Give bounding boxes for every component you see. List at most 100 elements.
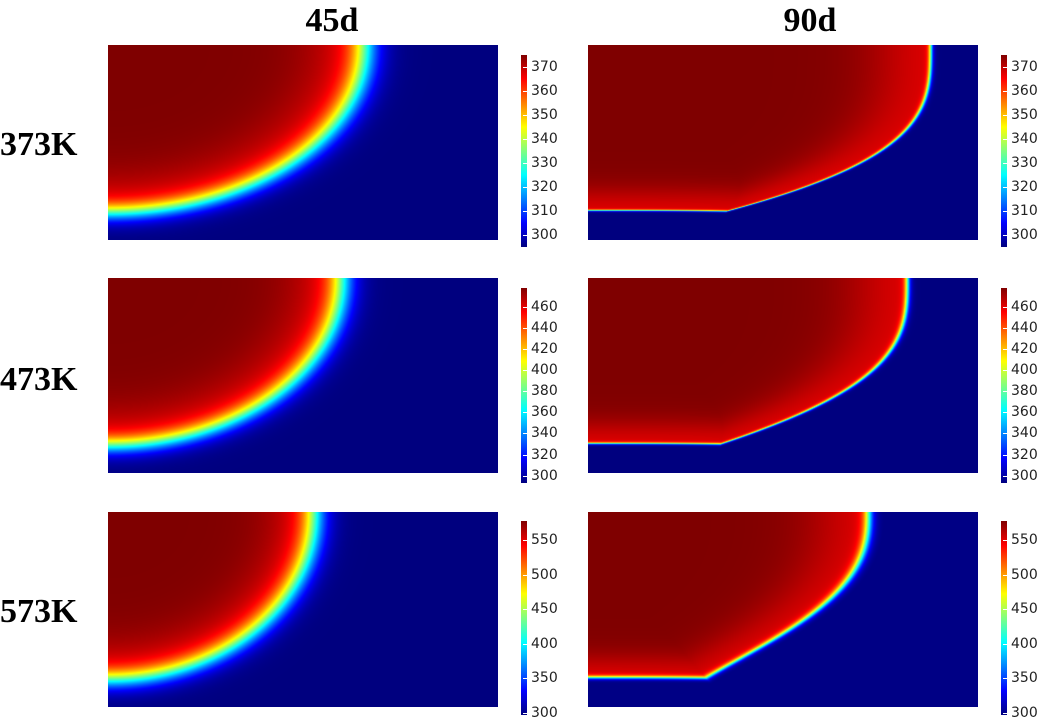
colorbar-tickmark bbox=[1003, 139, 1007, 140]
colorbar-gradient bbox=[1001, 521, 1007, 715]
colorbar-gradient bbox=[521, 521, 527, 715]
colorbar-tickmark bbox=[523, 455, 527, 456]
temperature-map-473k-45d bbox=[108, 278, 498, 473]
colorbar-tick-label: 330 bbox=[1011, 155, 1038, 171]
colorbar-tick-label: 350 bbox=[1011, 107, 1038, 123]
colorbar-tickmark bbox=[523, 163, 527, 164]
temperature-map-573k-90d bbox=[588, 512, 978, 707]
colorbar-tickmark bbox=[523, 644, 527, 645]
colorbar-tickmark bbox=[523, 187, 527, 188]
row-label-473k: 473K bbox=[0, 361, 78, 398]
colorbar-tick-label: 320 bbox=[1011, 447, 1038, 463]
colorbar-tick-label: 320 bbox=[531, 179, 558, 195]
row-label-373k: 373K bbox=[0, 126, 78, 163]
colorbar-tick-label: 460 bbox=[1011, 299, 1038, 315]
colorbar-tickmark bbox=[1003, 328, 1007, 329]
colorbar-tickmark bbox=[523, 139, 527, 140]
colorbar-gradient bbox=[521, 55, 527, 247]
colorbar-tick-label: 400 bbox=[531, 636, 558, 652]
colorbar-tick-label: 300 bbox=[1011, 705, 1038, 721]
colorbar-tick-label: 460 bbox=[531, 299, 558, 315]
colorbar-tickmark bbox=[523, 211, 527, 212]
column-title-90d: 90d bbox=[783, 2, 837, 39]
colorbar-tick-label: 440 bbox=[1011, 320, 1038, 336]
colorbar-tick-label: 350 bbox=[1011, 670, 1038, 686]
colorbar-gradient bbox=[1001, 288, 1007, 483]
colorbar-tick-label: 450 bbox=[1011, 601, 1038, 617]
colorbar-tickmark bbox=[1003, 307, 1007, 308]
colorbar-tick-label: 360 bbox=[1011, 404, 1038, 420]
temperature-map-473k-90d bbox=[588, 278, 978, 473]
colorbar-tickmark bbox=[1003, 713, 1007, 714]
colorbar-tick-label: 500 bbox=[1011, 567, 1038, 583]
colorbar-tickmark bbox=[523, 307, 527, 308]
colorbar-tickmark bbox=[1003, 115, 1007, 116]
colorbar-tick-label: 440 bbox=[531, 320, 558, 336]
colorbar-tick-label: 340 bbox=[531, 425, 558, 441]
colorbar-tickmark bbox=[523, 540, 527, 541]
temperature-map-373k-90d bbox=[588, 45, 978, 240]
colorbar-tickmark bbox=[523, 235, 527, 236]
colorbar-tick-label: 320 bbox=[1011, 179, 1038, 195]
colorbar-tickmark bbox=[1003, 609, 1007, 610]
colorbar-tick-label: 300 bbox=[531, 468, 558, 484]
colorbar-tick-label: 300 bbox=[1011, 468, 1038, 484]
colorbar-tick-label: 360 bbox=[531, 404, 558, 420]
colorbar-tickmark bbox=[523, 476, 527, 477]
temperature-map-373k-45d bbox=[108, 45, 498, 240]
colorbar-tickmark bbox=[523, 328, 527, 329]
colorbar-tickmark bbox=[1003, 163, 1007, 164]
colorbar-tickmark bbox=[1003, 433, 1007, 434]
colorbar-tick-label: 300 bbox=[1011, 227, 1038, 243]
colorbar-tickmark bbox=[1003, 678, 1007, 679]
colorbar-tick-label: 360 bbox=[1011, 83, 1038, 99]
colorbar-tick-label: 320 bbox=[531, 447, 558, 463]
colorbar-tick-label: 340 bbox=[1011, 131, 1038, 147]
colorbar-tick-label: 300 bbox=[531, 705, 558, 721]
colorbar-tickmark bbox=[523, 370, 527, 371]
colorbar-tick-label: 330 bbox=[531, 155, 558, 171]
colorbar-tickmark bbox=[523, 575, 527, 576]
colorbar-tick-label: 550 bbox=[531, 532, 558, 548]
colorbar-tick-label: 350 bbox=[531, 670, 558, 686]
colorbar-tickmark bbox=[1003, 455, 1007, 456]
colorbar-tick-label: 370 bbox=[531, 59, 558, 75]
colorbar-tick-label: 380 bbox=[531, 383, 558, 399]
colorbar-tickmark bbox=[523, 412, 527, 413]
colorbar-tick-label: 450 bbox=[531, 601, 558, 617]
colorbar-tickmark bbox=[1003, 187, 1007, 188]
colorbar-tick-label: 400 bbox=[1011, 362, 1038, 378]
colorbar-tick-label: 340 bbox=[531, 131, 558, 147]
colorbar-tick-label: 340 bbox=[1011, 425, 1038, 441]
colorbar-gradient bbox=[1001, 55, 1007, 247]
colorbar-tick-label: 420 bbox=[531, 341, 558, 357]
colorbar-tickmark bbox=[1003, 575, 1007, 576]
colorbar-tickmark bbox=[523, 391, 527, 392]
colorbar-tickmark bbox=[523, 67, 527, 68]
colorbar-tickmark bbox=[1003, 211, 1007, 212]
colorbar-tick-label: 370 bbox=[1011, 59, 1038, 75]
colorbar-tickmark bbox=[1003, 370, 1007, 371]
colorbar-tickmark bbox=[1003, 391, 1007, 392]
colorbar-tick-label: 400 bbox=[1011, 636, 1038, 652]
colorbar-tickmark bbox=[523, 115, 527, 116]
colorbar-tickmark bbox=[1003, 540, 1007, 541]
colorbar-tickmark bbox=[1003, 235, 1007, 236]
column-title-45d: 45d bbox=[305, 2, 359, 39]
colorbar-tick-label: 500 bbox=[531, 567, 558, 583]
colorbar-tickmark bbox=[523, 349, 527, 350]
colorbar-tick-label: 350 bbox=[531, 107, 558, 123]
colorbar-tickmark bbox=[523, 678, 527, 679]
colorbar-tickmark bbox=[523, 91, 527, 92]
colorbar-tickmark bbox=[1003, 412, 1007, 413]
colorbar-tick-label: 300 bbox=[531, 227, 558, 243]
colorbar-tick-label: 550 bbox=[1011, 532, 1038, 548]
colorbar-tickmark bbox=[1003, 349, 1007, 350]
colorbar-tickmark bbox=[1003, 91, 1007, 92]
colorbar-tickmark bbox=[523, 433, 527, 434]
colorbar-tick-label: 360 bbox=[531, 83, 558, 99]
colorbar-tick-label: 380 bbox=[1011, 383, 1038, 399]
colorbar-tick-label: 310 bbox=[531, 203, 558, 219]
colorbar-tickmark bbox=[1003, 67, 1007, 68]
colorbar-gradient bbox=[521, 288, 527, 483]
